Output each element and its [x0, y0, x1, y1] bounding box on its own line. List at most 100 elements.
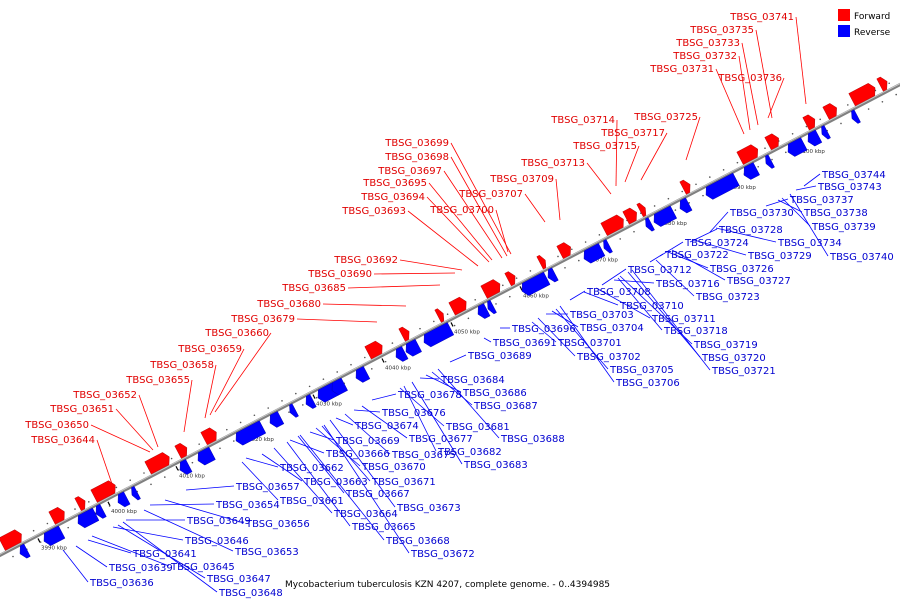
reverse-gene-label: TBSG_03673 — [396, 503, 461, 514]
minor-tick-upper — [529, 270, 532, 272]
forward-label-leader — [767, 77, 785, 119]
forward-gene-body — [536, 255, 547, 270]
reverse-gene-label: TBSG_03702 — [576, 352, 641, 363]
reverse-gene-label: TBSG_03703 — [569, 310, 634, 321]
reverse-gene-body — [653, 205, 678, 227]
forward-label-leader — [715, 68, 745, 135]
reverse-label-leader — [353, 409, 381, 413]
reverse-gene-label: TBSG_03667 — [345, 489, 410, 500]
reverse-label-leader — [399, 387, 445, 427]
forward-gene-label: TBSG_03679 — [230, 314, 295, 325]
reverse-label-leader — [617, 277, 663, 331]
reverse-label-leader — [449, 354, 467, 363]
reverse-label-leader — [569, 290, 586, 301]
forward-gene-body — [448, 296, 467, 316]
forward-gene-arrow — [364, 340, 383, 360]
minor-tick-upper — [695, 183, 697, 186]
reverse-gene-body — [179, 459, 193, 475]
reverse-gene-body — [117, 491, 131, 508]
minor-tick-upper — [115, 486, 118, 489]
reverse-gene-arrow — [355, 366, 371, 383]
minor-tick-upper — [598, 234, 601, 236]
reverse-label-leader — [601, 268, 627, 286]
reverse-label-leader — [149, 503, 215, 506]
reverse-label-leader — [425, 374, 462, 393]
reverse-gene-label: TBSG_03649 — [186, 516, 251, 527]
reverse-gene-body — [765, 154, 775, 169]
reverse-gene-label: TBSG_03670 — [361, 462, 426, 473]
reverse-gene-label: TBSG_03656 — [245, 519, 310, 530]
reverse-gene-body — [603, 239, 613, 254]
minor-tick-upper — [364, 356, 366, 359]
reverse-gene-label: TBSG_03669 — [335, 436, 400, 447]
reverse-gene-label: TBSG_03671 — [371, 477, 436, 488]
forward-gene-label: TBSG_03731 — [649, 64, 714, 75]
reverse-label-leader — [659, 241, 684, 257]
forward-gene-label: TBSG_03655 — [125, 375, 190, 386]
reverse-gene-body — [487, 299, 497, 315]
reverse-label-leader — [321, 425, 371, 482]
forward-gene-arrow — [504, 271, 516, 287]
forward-label-leader — [399, 259, 463, 271]
minor-tick-upper — [46, 522, 49, 525]
reverse-gene-label: TBSG_03734 — [777, 238, 842, 249]
reverse-gene-label: TBSG_03684 — [440, 375, 505, 386]
forward-gene-body — [144, 452, 170, 475]
reverse-label-leader — [62, 549, 89, 583]
reverse-gene-body — [95, 503, 107, 519]
minor-tick-lower — [150, 483, 152, 486]
forward-label-leader — [322, 303, 407, 307]
reverse-gene-body — [305, 394, 317, 409]
reverse-gene-arrow — [743, 162, 760, 180]
forward-label-leader — [738, 55, 751, 131]
reverse-gene-body — [521, 271, 551, 296]
forward-gene-arrow — [448, 296, 467, 316]
reverse-gene-body — [705, 172, 740, 200]
minor-tick-lower — [12, 555, 14, 558]
reverse-label-leader — [437, 368, 500, 439]
forward-gene-arrow — [174, 442, 188, 459]
minor-tick-lower — [108, 505, 111, 507]
minor-tick-upper — [722, 169, 725, 171]
forward-label-leader — [115, 408, 154, 451]
minor-tick-lower — [785, 151, 787, 154]
forward-gene-label: TBSG_03735 — [689, 25, 754, 36]
reverse-gene-label: TBSG_03688 — [500, 434, 565, 445]
legend-forward-label: Forward — [854, 12, 890, 22]
reverse-gene-label: TBSG_03738 — [803, 208, 868, 219]
minor-tick-upper — [515, 277, 518, 279]
reverse-gene-label: TBSG_03666 — [325, 449, 390, 460]
minor-tick-lower — [688, 202, 690, 204]
forward-label-leader — [138, 394, 159, 448]
forward-gene-label: TBSG_03725 — [633, 112, 698, 123]
forward-gene-label: TBSG_03690 — [307, 269, 372, 280]
reverse-gene-label: TBSG_03704 — [579, 323, 644, 334]
minor-tick-lower — [771, 158, 773, 161]
forward-gene-label: TBSG_03741 — [729, 12, 794, 23]
reverse-label-leader — [309, 431, 335, 441]
legend-reverse-label: Reverse — [854, 28, 891, 38]
forward-gene-label: TBSG_03707 — [458, 189, 523, 200]
reverse-gene-label: TBSG_03676 — [381, 408, 446, 419]
forward-gene-label: TBSG_03715 — [572, 141, 637, 152]
reverse-gene-label: TBSG_03657 — [235, 482, 300, 493]
minor-tick-lower — [191, 461, 194, 464]
minor-tick-upper — [433, 320, 435, 323]
scale-tick-label: 4100 kbp — [799, 149, 825, 155]
forward-gene-label: TBSG_03699 — [384, 138, 449, 149]
minor-tick-upper — [653, 205, 656, 207]
scale-tick-label: 4020 kbp — [248, 437, 274, 443]
minor-tick-lower — [895, 93, 897, 96]
minor-tick-upper — [584, 241, 587, 243]
minor-tick-upper — [557, 255, 559, 258]
reverse-label-leader — [143, 509, 234, 552]
forward-label-leader — [214, 332, 272, 413]
forward-gene-body — [174, 442, 188, 459]
forward-gene-label: TBSG_03736 — [717, 73, 782, 84]
forward-label-leader — [450, 142, 512, 255]
reverse-gene-label: TBSG_03678 — [397, 390, 462, 401]
minor-tick-upper — [143, 472, 145, 474]
forward-gene-body — [736, 144, 758, 165]
reverse-gene-arrow — [19, 543, 31, 559]
minor-tick-upper — [791, 132, 794, 135]
